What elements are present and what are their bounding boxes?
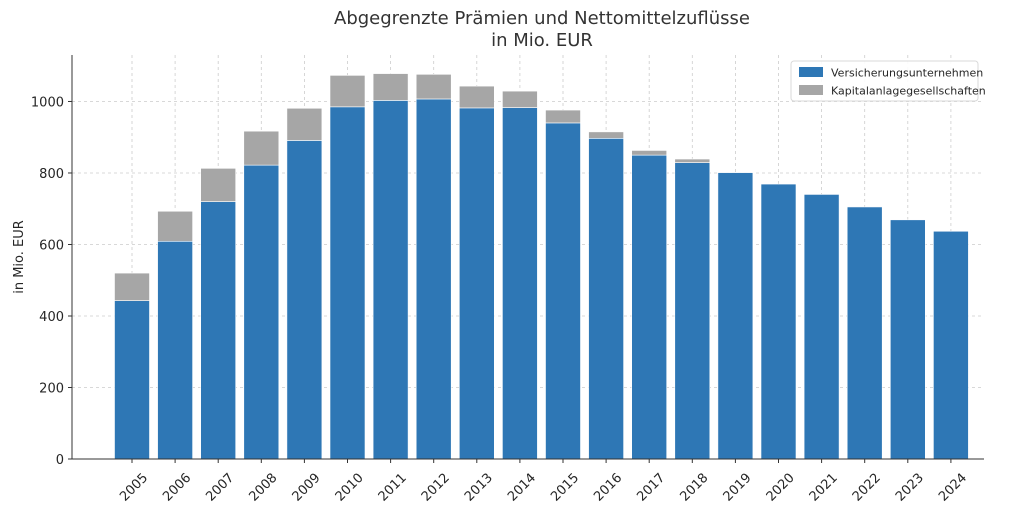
bar-kapitalanlage-2005: [114, 272, 150, 301]
x-tick-label: 2011: [376, 471, 410, 505]
x-tick-label: 2022: [850, 471, 884, 505]
bar-versicherung-2010: [329, 106, 366, 460]
x-tick-label: 2005: [117, 471, 151, 505]
y-tick-label: 0: [56, 453, 64, 468]
bar-versicherung-2016: [588, 138, 624, 460]
x-tick-label: 2009: [290, 471, 324, 505]
bar-kapitalanlage-2011: [372, 73, 409, 101]
x-tick-label: 2014: [505, 471, 539, 505]
bar-kapitalanlage-2008: [243, 130, 280, 166]
bar-kapitalanlage-2017: [631, 150, 668, 156]
bar-kapitalanlage-2018: [674, 158, 711, 163]
bar-versicherung-2023: [889, 219, 926, 460]
x-tick-label: 2007: [203, 471, 237, 505]
x-tick-label: 2006: [160, 471, 194, 505]
y-tick-label: 1000: [31, 95, 64, 110]
bar-kapitalanlage-2012: [415, 74, 452, 100]
bar-versicherung-2008: [243, 164, 280, 460]
bar-kapitalanlage-2014: [502, 90, 538, 108]
chart-subtitle: in Mio. EUR: [491, 30, 593, 51]
bar-versicherung-2009: [286, 140, 323, 460]
x-tick-label: 2024: [936, 471, 970, 505]
bar-kapitalanlage-2010: [329, 75, 366, 108]
bar-kapitalanlage-2015: [545, 109, 581, 124]
bar-versicherung-2013: [458, 107, 495, 460]
x-tick-label: 2017: [634, 471, 668, 505]
x-tick-label: 2008: [246, 471, 280, 505]
bar-versicherung-2021: [803, 194, 840, 460]
bar-versicherung-2007: [200, 201, 236, 460]
bar-kapitalanlage-2013: [458, 85, 495, 109]
x-tick-label: 2019: [721, 471, 755, 505]
bar-versicherung-2011: [372, 100, 409, 460]
bar-versicherung-2012: [415, 98, 452, 460]
x-tick-label: 2020: [764, 471, 798, 505]
x-tick-label: 2013: [462, 471, 496, 505]
legend-swatch-versicherung: [799, 67, 823, 77]
bar-versicherung-2006: [157, 240, 193, 460]
bar-kapitalanlage-2009: [286, 107, 323, 141]
y-tick-label: 800: [39, 167, 64, 182]
bar-versicherung-2022: [846, 206, 883, 460]
x-tick-label: 2010: [333, 471, 367, 505]
bar-versicherung-2005: [114, 300, 150, 460]
x-tick-label: 2018: [677, 471, 711, 505]
bar-versicherung-2024: [933, 230, 969, 460]
bar-kapitalanlage-2016: [588, 131, 624, 139]
bar-kapitalanlage-2007: [200, 168, 236, 202]
legend-swatch-kapitalanlage: [799, 85, 823, 95]
y-axis-label: in Mio. EUR: [12, 220, 27, 294]
legend-label-versicherung: Versicherungsunternehmen: [831, 67, 983, 80]
chart-title: Abgegrenzte Prämien und Nettomittelzuflü…: [334, 8, 750, 29]
bar-versicherung-2014: [502, 107, 538, 460]
y-tick-label: 200: [39, 381, 64, 396]
chart-title-block: Abgegrenzte Prämien und Nettomittelzuflü…: [0, 8, 1024, 52]
bar-versicherung-2017: [631, 154, 668, 460]
legend-label-kapitalanlage: Kapitalanlagegesellschaften: [831, 85, 986, 98]
bar-versicherung-2015: [545, 122, 581, 460]
bar-kapitalanlage-2006: [157, 210, 193, 242]
bar-versicherung-2020: [760, 183, 797, 460]
x-tick-label: 2012: [419, 471, 453, 505]
x-tick-label: 2016: [591, 471, 625, 505]
bar-versicherung-2019: [717, 172, 754, 460]
bar-versicherung-2018: [674, 162, 711, 460]
bars: [114, 73, 969, 460]
y-tick-label: 400: [39, 310, 64, 325]
y-tick-label: 600: [39, 238, 64, 253]
legend: Versicherungsunternehmen Kapitalanlageges…: [790, 60, 986, 102]
legend-box: [790, 60, 979, 102]
x-tick-label: 2021: [807, 471, 841, 505]
x-tick-label: 2023: [893, 471, 927, 505]
x-tick-label: 2015: [548, 471, 582, 505]
